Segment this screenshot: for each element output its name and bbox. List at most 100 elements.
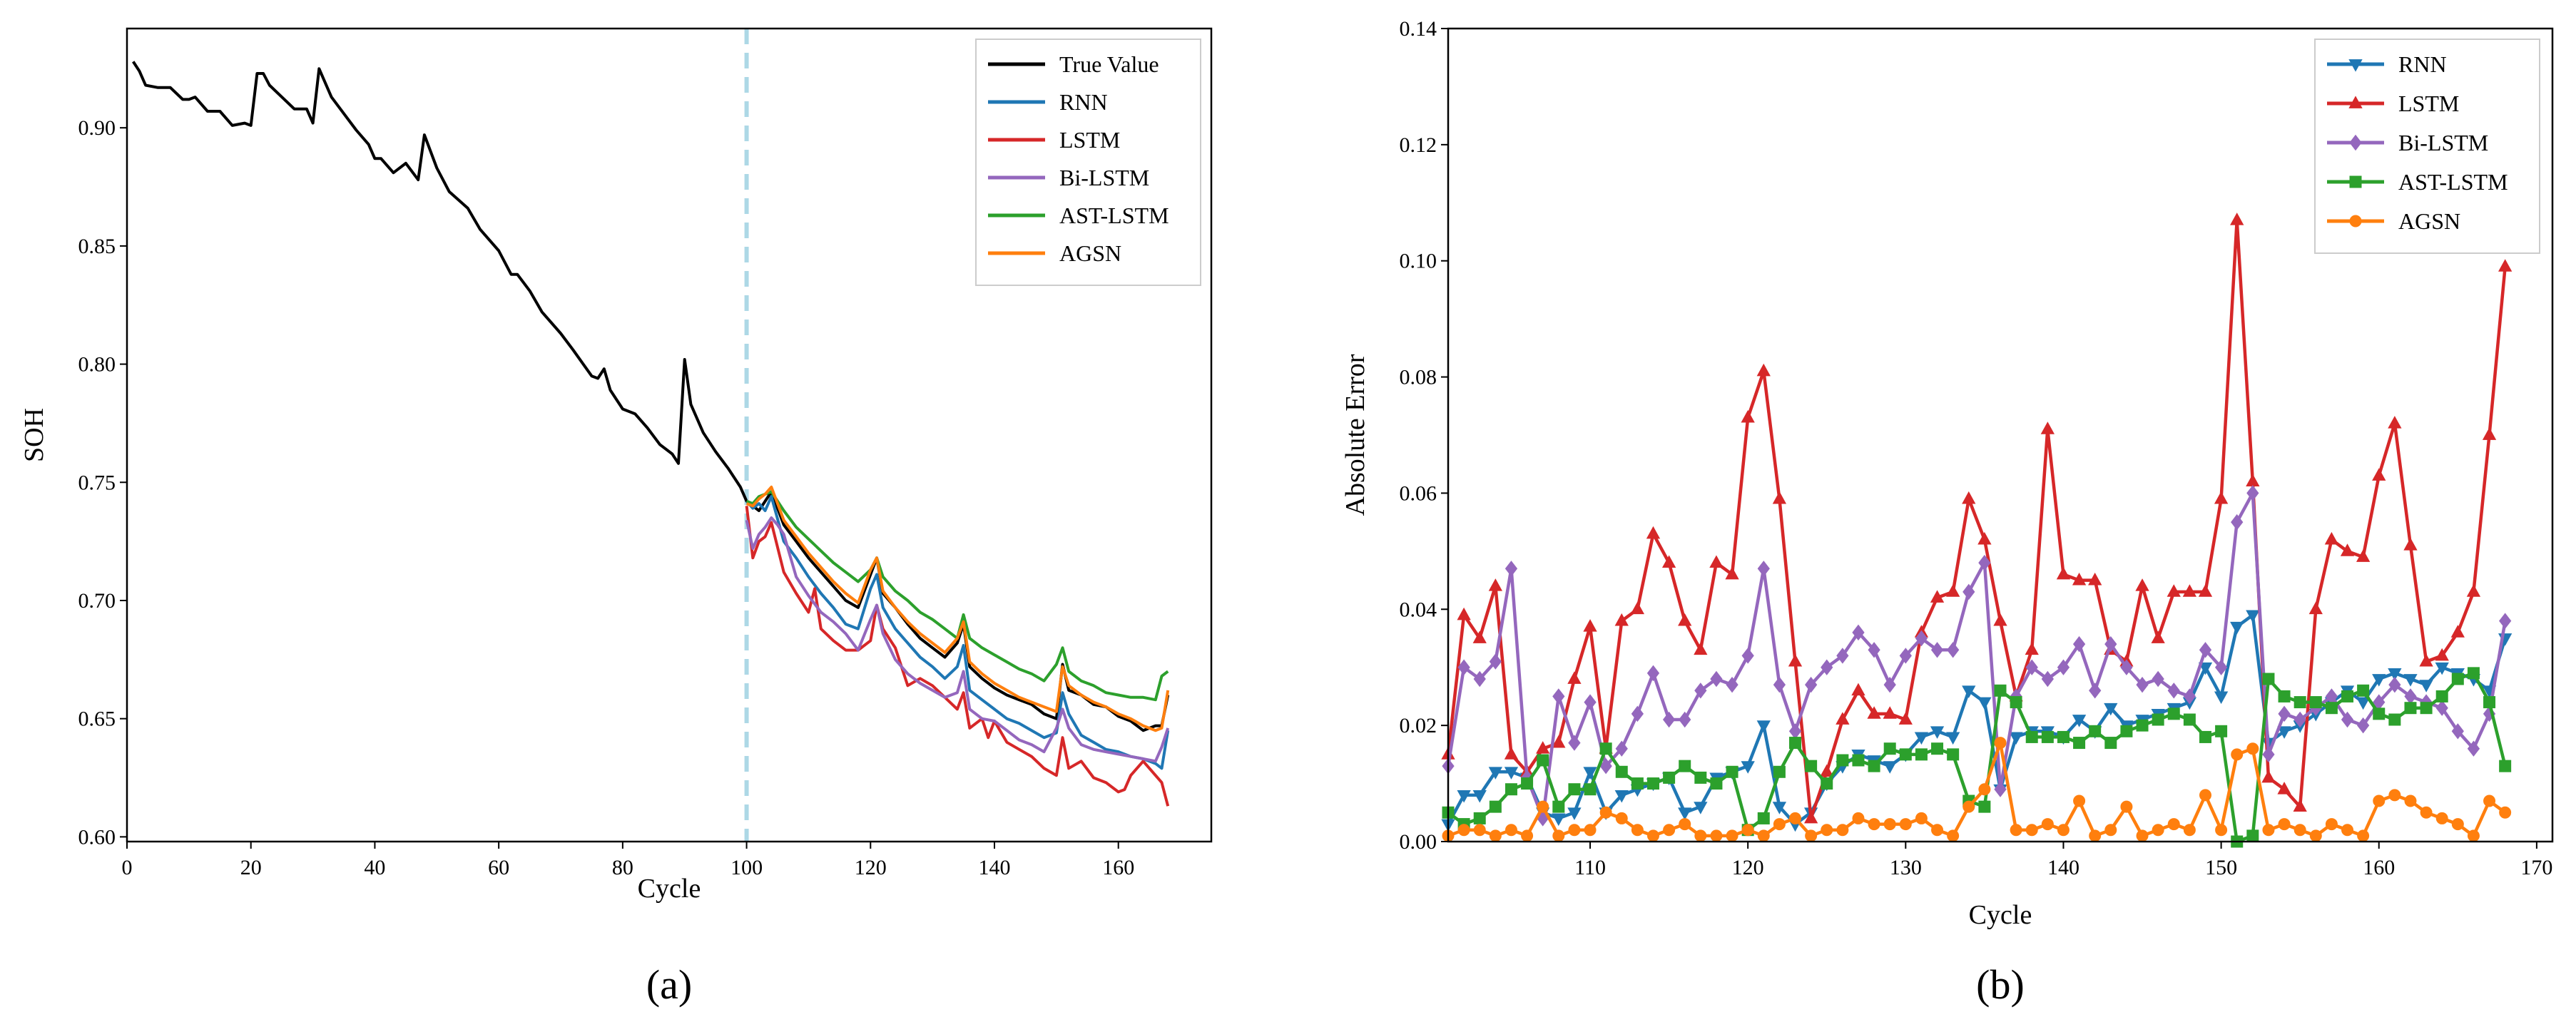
panel-a-series-lstm-line [745,506,1170,807]
panel-a-legend-label-rnn: RNN [1059,89,1108,115]
panel-b-series-agsn-point [1599,806,1612,819]
panel-a-xtick-label: 0 [122,856,133,879]
panel-a-axes: 0.60 0.65 0.70 0.75 0.80 0.85 0.90 0 20 40 60 80 100… [78,116,1135,879]
panel-b-series-lstm-point [1694,642,1708,655]
panel-b-series-lstm-point [1772,491,1787,504]
panel-b-series-agsn-point [2183,824,2196,837]
panel-b-series-agsn-point [2357,829,2370,842]
panel-b-series-lstm-point [1898,712,1913,725]
panel-b-series-ast-lstm-point [2341,690,2354,702]
panel-b-series-agsn-point [2483,794,2496,807]
panel-b-series-lstm-point [2151,630,2165,643]
panel-b-legend-marker-bi-lstm [2349,134,2362,151]
panel-a-ytick-label: 0.60 [78,825,116,849]
panel-b-legend-label-ast-lstm: AST-LSTM [2398,169,2508,195]
panel-a-xlabel: Cycle [638,874,701,904]
panel-b-series-bi-lstm-point [2404,688,2417,705]
panel-b-series-ast-lstm-point [1505,783,1517,796]
panel-b-series-lstm-point [1867,706,1881,719]
panel-b-series-rnn-point [2277,726,2291,739]
panel-b-series-ast-lstm-point [1694,771,1707,784]
panel-b-series-agsn-point [1631,824,1644,837]
panel-b-series-ast-lstm-point [1726,765,1738,778]
panel-b-label: (b) [1976,961,2025,1008]
panel-b-series-rnn-point [2104,702,2118,716]
panel-b-axes: 0.00 0.02 0.04 0.06 0.08 0.10 0.12 0.14 110 120 13… [1400,17,2553,879]
panel-b-series-ast-lstm-point [1821,777,1833,790]
panel-b-series-bi-lstm-point [2294,711,2306,728]
panel-b-series-ast-lstm-point [1599,742,1612,755]
panel-b-series-agsn-point [2073,794,2086,807]
panel-a-ytick-label: 0.70 [78,589,116,613]
panel-b-series-lstm-point [1567,671,1582,684]
panel-b-series-ast-lstm-point [2435,690,2448,702]
panel-b-series-ast-lstm-point [1473,812,1486,824]
panel-b-series-ast-lstm-point [2309,696,2322,709]
panel-b-series-lstm-point [1836,712,1850,725]
panel-b-series-bi-lstm-point [1868,642,1880,658]
panel-b-series-ast-lstm-point [2467,667,2480,680]
panel-b-series-lstm-point [2419,653,2433,667]
panel-b-series-rnn-point [2072,715,2087,727]
panel-b-series-rnn-point [1946,732,1960,745]
panel-a-plot-area [132,29,1170,842]
panel-b-series-agsn-point [1521,829,1534,842]
panel-b-series-agsn-point [1663,824,1676,837]
panel-b-series-ast-lstm-point [1773,765,1786,778]
panel-b-series-agsn-point [1757,829,1770,842]
panel-b-xtick-label: 110 [1574,856,1606,879]
panel-b-series-rnn-point [2419,680,2433,693]
panel-b-series-bi-lstm-point [1489,653,1502,670]
panel-a-legend-label-true-value: True Value [1059,51,1159,77]
panel-b-series-bi-lstm-point [2025,659,2038,675]
panel-a-ylabel: SOH [19,408,49,462]
panel-b-series-rnn-point [1772,802,1787,814]
panel-b-series-bi-lstm-point [2120,659,2133,675]
panel-b-series-agsn-point [2041,818,2054,831]
panel-b-series-lstm-point [1583,619,1597,632]
panel-b-series-lstm-point [2040,421,2055,434]
panel-b-series-rnn-point [1552,813,1566,827]
panel-b-series-ast-lstm-point [1852,754,1865,767]
panel-b-series-bi-lstm-point [1568,735,1581,751]
panel-b-series-lstm-point [2372,468,2386,481]
panel-b-series-rnn-point [1472,790,1487,803]
panel-b-series-agsn-point [2373,794,2386,807]
panel-b-series-bi-lstm-point [1726,676,1738,693]
panel-b-ytick-label: 0.00 [1400,830,1437,854]
panel-b-series-lstm-point [1962,491,1976,504]
panel-b-series-ast-lstm-point [2089,725,2102,737]
panel-b-series-agsn-line [1447,741,2507,838]
panel-a-xtick-label: 60 [488,856,509,879]
panel-b-series-lstm-point [1630,601,1645,615]
panel-b-series-rnn-point [2246,610,2260,623]
panel-b-series-agsn-point [1852,812,1865,824]
panel-b-series-agsn-point [2104,824,2117,837]
panel-b-series-bi-lstm-point [1978,554,1991,571]
panel-b-series-ast-lstm-point [1710,777,1723,790]
panel-b-series-ast-lstm-point [2167,707,2180,720]
panel-b-series-lstm-point [1977,531,1992,545]
panel-b-series-lstm-point [2466,584,2481,597]
panel-b-series-agsn-point [1994,737,2007,750]
panel-b-series-agsn-point [1568,824,1581,837]
panel-b-series-ast-lstm-point [1947,748,1960,761]
panel-b-series-agsn-point [2309,829,2322,842]
panel-a-legend-box [975,39,1201,286]
panel-b-series-bi-lstm-point [1757,561,1770,577]
panel-b-series-bi-lstm-point [1852,624,1865,641]
panel-b-ytick-label: 0.06 [1400,481,1437,505]
panel-b-series-ast-lstm-point [2025,730,2038,743]
panel-b-series-lstm-point [2388,416,2402,429]
panel-b-series-bi-lstm-point [2183,688,2196,705]
panel-b-series-lstm-line [1446,218,2507,820]
panel-b-series-lstm-point [1661,555,1676,568]
panel-b-series-lstm-point [1504,747,1519,760]
panel-b-series-ast-lstm-point [2373,707,2386,720]
panel-b-series-agsn-point [2420,806,2433,819]
panel-b-legend-label-lstm: LSTM [2398,91,2459,116]
panel-b-series-ast-lstm-point [2183,713,2196,726]
panel-b-series-ast-lstm-point [2325,702,2338,715]
panel-b-series-ast-lstm-point [2136,719,2149,732]
panel-b-series-ast-lstm-point [1537,754,1549,767]
